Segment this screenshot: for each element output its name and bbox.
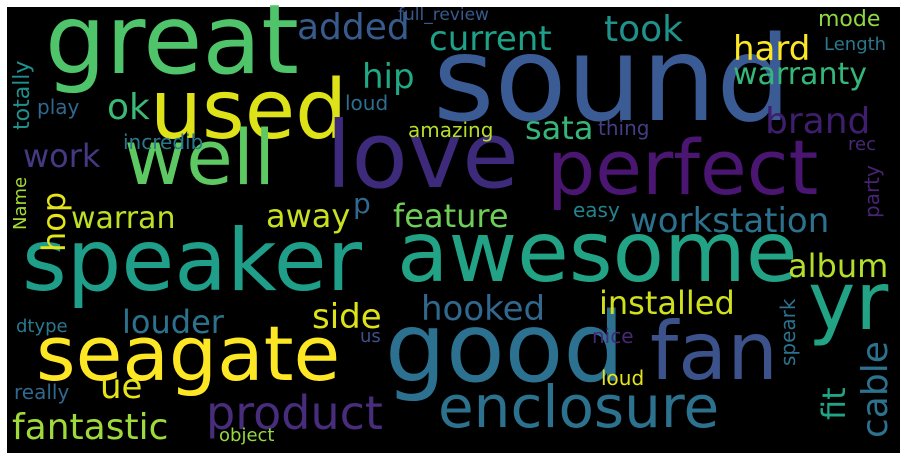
word-feature: feature <box>393 197 509 235</box>
word-hard: hard <box>733 29 811 69</box>
word-away: away <box>266 197 351 235</box>
word-fit: fit <box>815 387 853 420</box>
word-well: well <box>124 113 276 202</box>
word-loud-2: loud <box>601 366 645 390</box>
word-easy: easy <box>573 198 620 222</box>
word-hip: hip <box>362 57 415 97</box>
word-side: side <box>312 297 382 337</box>
word-speark: speark <box>776 298 800 366</box>
word-seagate: seagate <box>36 309 341 398</box>
word-dtype: dtype <box>16 316 68 337</box>
word-installed: installed <box>599 284 735 322</box>
word-current: current <box>429 19 552 59</box>
word-louder: louder <box>122 303 224 341</box>
word-great: great <box>45 0 299 96</box>
word-party: party <box>860 165 884 218</box>
word-mode: mode <box>818 7 881 32</box>
word-loud-1: loud <box>345 91 389 115</box>
word-p: p <box>353 187 371 220</box>
word-us: us <box>360 326 381 347</box>
word-play: play <box>37 95 80 119</box>
word-awesome: awesome <box>397 203 798 301</box>
word-cloud-background <box>7 7 900 453</box>
word-incredib: incredib <box>123 130 204 154</box>
word-thing: thing <box>598 116 650 140</box>
word-perfect: perfect <box>547 123 819 212</box>
word-name: Name <box>10 176 31 230</box>
word-sound: sound <box>433 10 792 148</box>
word-really: really <box>14 380 70 404</box>
word-amazing: amazing <box>408 118 494 142</box>
word-enclosure: enclosure <box>438 373 720 441</box>
word-love: love <box>326 102 519 209</box>
word-warran: warran <box>71 201 176 236</box>
word-hooked: hooked <box>421 289 546 329</box>
word-fantastic: fantastic <box>12 407 169 448</box>
word-album: album <box>788 247 889 285</box>
word-speaker: speaker <box>22 211 363 311</box>
word-cable: cable <box>855 341 896 438</box>
word-took: took <box>604 9 684 50</box>
word-ue: ue <box>100 367 143 407</box>
word-warranty: warranty <box>733 57 867 92</box>
word-nice: nice <box>592 324 634 348</box>
word-sata: sata <box>525 109 594 147</box>
word-work: work <box>23 137 101 175</box>
word-ok: ok <box>107 87 150 128</box>
word-rec: rec <box>848 134 876 155</box>
word-fan: fan <box>650 305 778 398</box>
word-good: good <box>385 292 625 404</box>
word-full-review: full_review <box>398 5 489 25</box>
word-brand: brand <box>765 101 871 142</box>
word-hop: hop <box>35 191 73 252</box>
word-added: added <box>297 7 410 48</box>
word-object: object <box>219 425 275 446</box>
word-used: used <box>150 63 348 158</box>
word-length: Length <box>824 34 887 55</box>
word-product: product <box>206 386 383 440</box>
word-workstation: workstation <box>630 201 830 241</box>
word-totally: totally <box>10 60 35 130</box>
word-yr: yr <box>808 255 889 348</box>
